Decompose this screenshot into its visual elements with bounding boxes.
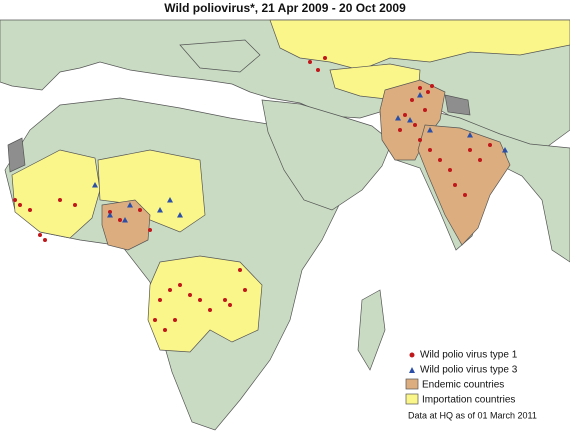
case-type-3: [427, 127, 433, 133]
case-type-1: [308, 60, 312, 64]
case-type-1: [413, 123, 417, 127]
importation-countries: [11, 19, 570, 353]
case-type-1: [58, 198, 62, 202]
case-type-3: [167, 197, 173, 203]
endemic-countries: [101, 79, 511, 251]
case-type-1: [228, 303, 232, 307]
case-type-3: [92, 182, 98, 188]
case-type-1: [28, 208, 32, 212]
case-type-3: [407, 117, 413, 123]
case-type-1: [438, 158, 442, 162]
case-type-1: [38, 233, 42, 237]
legend-symbol: [405, 378, 419, 390]
case-type-1: [13, 198, 17, 202]
case-type-1: [423, 108, 427, 112]
case-type-3: [502, 147, 508, 153]
case-type-1: [163, 328, 167, 332]
case-type-3: [157, 207, 163, 213]
case-type-1: [488, 143, 492, 147]
case-type-1: [188, 293, 192, 297]
case-type-1: [158, 298, 162, 302]
legend-label: Importation countries: [422, 395, 515, 406]
case-type-1: [238, 268, 242, 272]
case-type-1: [173, 318, 177, 322]
case-type-1: [478, 158, 482, 162]
case-type-1: [223, 298, 227, 302]
legend: Wild polio virus type 1 Wild polio virus…: [405, 350, 537, 420]
case-type-1: [418, 86, 422, 90]
case-type-3: [107, 212, 113, 218]
cases: [13, 56, 508, 332]
case-type-1: [198, 298, 202, 302]
legend-symbol: [405, 393, 419, 405]
case-type-1: [43, 238, 47, 242]
case-type-1: [148, 228, 152, 232]
legend-label: Endemic countries: [422, 380, 504, 391]
case-type-1: [73, 203, 77, 207]
case-type-1: [428, 148, 432, 152]
case-type-1: [316, 68, 320, 72]
case-type-3: [417, 92, 423, 98]
case-type-1: [403, 113, 407, 117]
case-type-3: [122, 217, 128, 223]
case-type-1: [138, 208, 142, 212]
case-type-1: [118, 218, 122, 222]
case-type-1: [243, 288, 247, 292]
case-type-1: [398, 128, 402, 132]
legend-symbol: [409, 367, 415, 373]
case-type-1: [463, 193, 467, 197]
case-type-1: [178, 283, 182, 287]
case-type-1: [448, 168, 452, 172]
case-type-1: [168, 288, 172, 292]
case-type-1: [208, 308, 212, 312]
not-applicable: [7, 94, 471, 173]
case-type-3: [127, 202, 133, 208]
case-type-1: [18, 203, 22, 207]
case-type-1: [410, 98, 414, 102]
case-type-1: [430, 84, 434, 88]
case-type-1: [323, 56, 327, 60]
case-type-3: [177, 212, 183, 218]
map-title: Wild poliovirus*, 21 Apr 2009 - 20 Oct 2…: [164, 1, 406, 15]
case-type-1: [153, 318, 157, 322]
case-type-3: [467, 132, 473, 138]
case-type-3: [395, 115, 401, 121]
legend-label: Wild polio virus type 1: [420, 350, 518, 361]
case-type-1: [453, 183, 457, 187]
legend-label: Wild polio virus type 3: [420, 365, 518, 376]
case-type-1: [418, 138, 422, 142]
case-type-1: [426, 90, 430, 94]
legend-symbol: [409, 352, 415, 358]
case-type-1: [468, 148, 472, 152]
legend-note: Data at HQ as of 01 March 2011: [408, 410, 537, 420]
